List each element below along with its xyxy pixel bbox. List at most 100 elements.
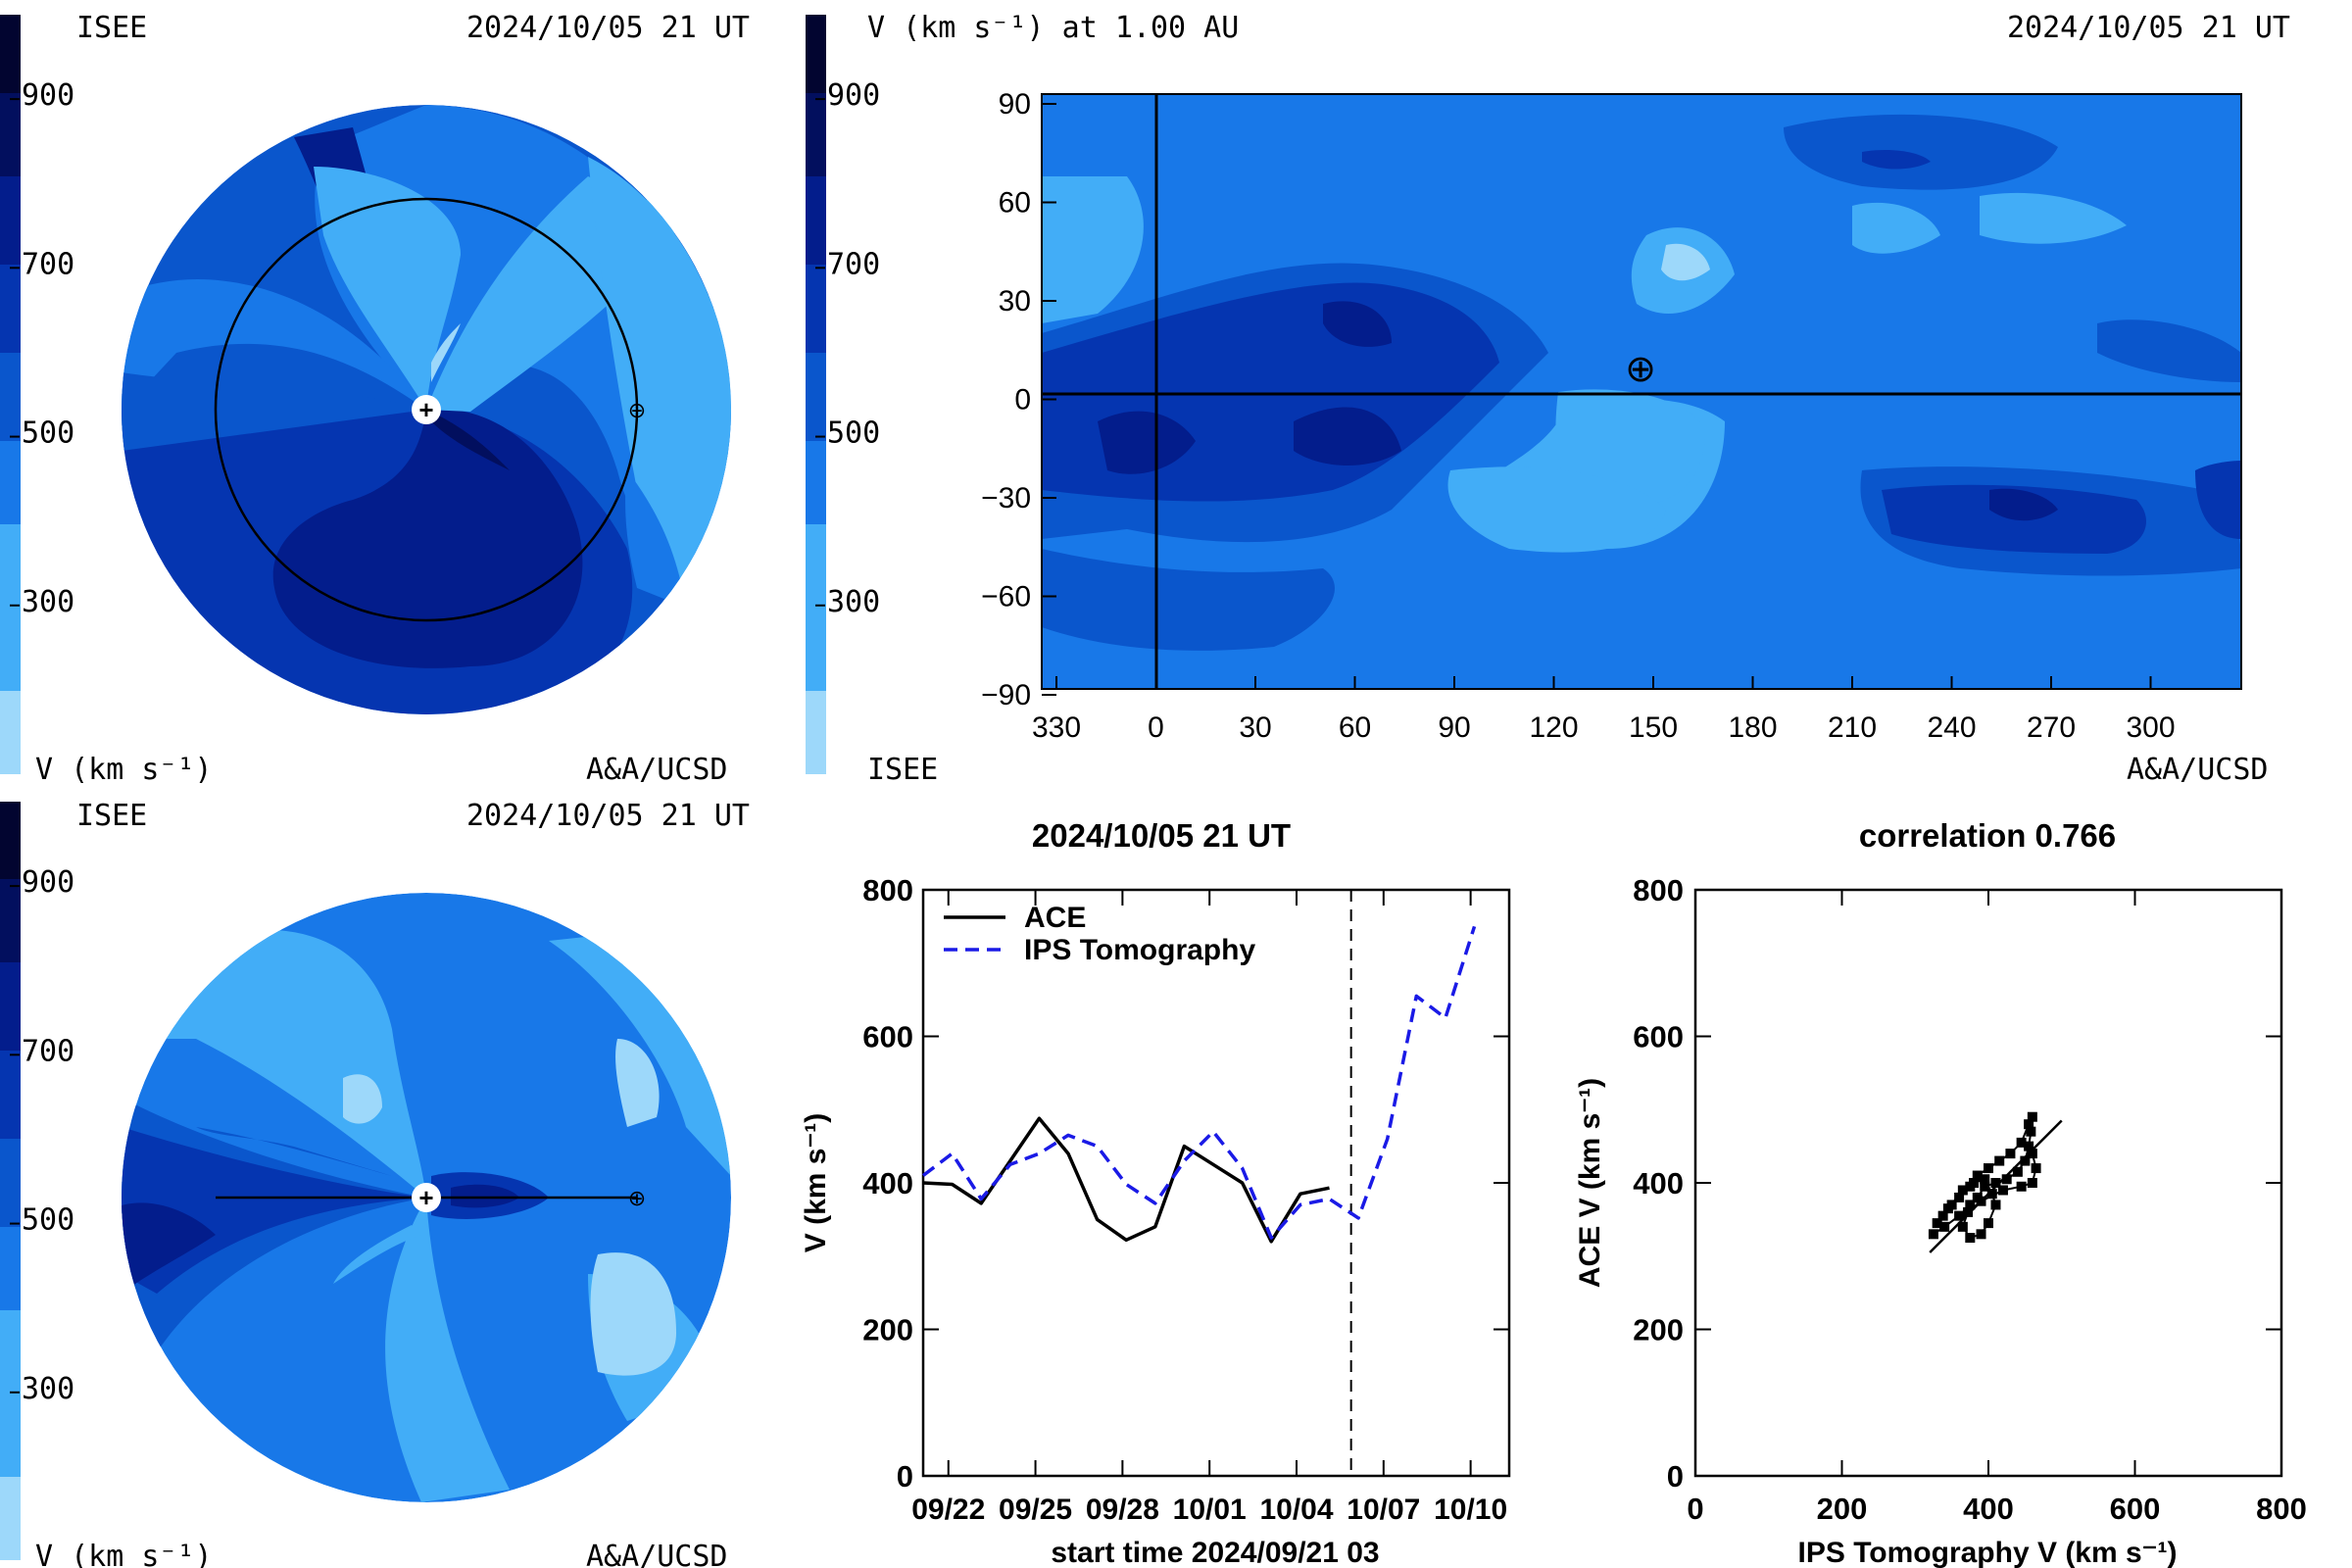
x-axis: 0 200 400 600 800 [1687,890,2307,1526]
panel-date: 2024/10/05 21 UT [466,799,750,833]
legend-label: IPS Tomography [1024,934,1255,966]
scatter-point [1939,1221,1950,1232]
colorbar-unit-label: V (km s⁻¹) [35,753,213,787]
map-frame [1041,93,2242,690]
colorbar-segment [0,15,21,93]
scatter-point [1928,1229,1938,1240]
earth-marker: ⊕ [628,1186,646,1210]
colorbar-segment [806,93,826,176]
scatter-point [1963,1206,1974,1217]
x-axis-label: IPS Tomography V (km s⁻¹) [1798,1537,2178,1568]
x-tick-label: 800 [2256,1492,2307,1526]
colorbar-segment [806,441,826,524]
scatter-point [2016,1181,2027,1192]
sun-marker-symbol: + [418,1183,433,1212]
credit-label: A&A/UCSD [586,1540,728,1568]
colorbar-unit-label: V (km s⁻¹) [35,1540,213,1568]
earth-orbit-circle [214,197,639,622]
colorbar-segment [806,353,826,441]
y-axis-label: V (km s⁻¹) [800,1113,832,1253]
series-group [921,925,1477,1244]
x-tick-label: 120 [1529,711,1578,744]
colorbar-segment [806,265,826,353]
credit-label: A&A/UCSD [586,753,728,787]
scatter-point [2024,1141,2034,1152]
scatter-point [1994,1155,2005,1166]
chart-title: correlation 0.766 [1859,817,2116,854]
scatter-point [1954,1210,1965,1221]
scatter-point [1980,1181,1990,1192]
y-tick-label: 400 [862,1166,913,1200]
scatter-point [1957,1185,1968,1196]
scatter-point [1980,1174,1990,1185]
x-tick-label: 10/10 [1434,1494,1507,1526]
map-earth-marker: ⊕ [1625,349,1656,390]
x-tick-label: 400 [1963,1492,2014,1526]
colorbar-segment [0,802,21,879]
x-tick-label: 30 [1239,711,1271,744]
colorbar-segment [0,962,21,1051]
scatter-point [2027,1111,2037,1122]
scatter-point [1976,1229,1986,1240]
x-tick-label: 240 [1927,711,1976,744]
y-tick-label: 30 [999,285,1031,318]
scatter-point [2012,1166,2023,1177]
panel-label: ISEE [76,799,147,833]
x-axis: 09/22 09/25 09/28 10/01 10/04 10/07 10/10 [911,890,1507,1526]
y-tick-label: −30 [981,482,1031,514]
x-tick-label: 330 [1032,711,1081,744]
colorbar-segment [0,1477,21,1560]
colorbar-segment [0,879,21,962]
y-tick-label: 800 [1633,873,1684,907]
x-tick-label: 09/22 [911,1494,985,1526]
scatter-point [2001,1174,2012,1185]
colorbar-segment [0,691,21,774]
plot-frame [921,888,1511,1478]
colorbar-tick-label: 700 [22,1034,74,1068]
map-contour [1042,94,2241,689]
colorbar-tick-label: 500 [22,1203,74,1238]
scatter-point [2016,1137,2027,1148]
chart-title: 2024/10/05 21 UT [1032,817,1291,854]
scatter-point [1984,1218,1993,1229]
polar-contour-map [122,105,731,714]
earth-marker: ⊕ [628,398,646,422]
colorbar-segment [0,353,21,441]
map-date: 2024/10/05 21 UT [2007,11,2290,45]
colorbar-segment [0,1310,21,1477]
series-line-ace [922,1116,1330,1244]
scatter-point [1990,1178,2001,1188]
y-tick-label: 90 [999,88,1031,121]
scatter-point [2005,1149,2016,1159]
y-tick-label: 400 [1633,1166,1684,1200]
x-tick-label: 0 [1687,1492,1703,1526]
scatter-point [1990,1200,2001,1210]
y-tick-label: 60 [999,187,1031,220]
y-tick-label: 200 [1633,1313,1684,1348]
y-tick-label: 0 [1667,1459,1684,1494]
colorbar-tick-label: 700 [827,247,880,281]
colorbar-tick-label: 500 [22,416,74,451]
x-tick-label: 0 [1148,711,1164,744]
y-tick-label: −60 [981,581,1031,613]
scatter-point [1965,1200,1976,1210]
synoptic-map-panel: V (km s⁻¹) at 1.00 AU 2024/10/05 21 UT I… [867,11,2290,787]
scatter-point [1957,1221,1968,1232]
scatter-point [1969,1178,1980,1188]
x-tick-label: 09/25 [999,1494,1072,1526]
x-tick-label: 60 [1339,711,1371,744]
y-tick-label: 200 [862,1313,913,1348]
map-footer-left: ISEE [867,753,938,787]
x-tick-label: 210 [1828,711,1877,744]
scatter-point [1965,1233,1976,1244]
colorbar-segment [0,1227,21,1310]
scatter-point [1984,1163,1993,1174]
colorbar-segment [0,1051,21,1139]
x-tick-label: 10/01 [1173,1494,1247,1526]
x-tick-label: 90 [1438,711,1470,744]
scatter-point [2024,1119,2034,1130]
colorbar-segment [0,93,21,176]
map-header: V (km s⁻¹) at 1.00 AU [867,11,1239,45]
